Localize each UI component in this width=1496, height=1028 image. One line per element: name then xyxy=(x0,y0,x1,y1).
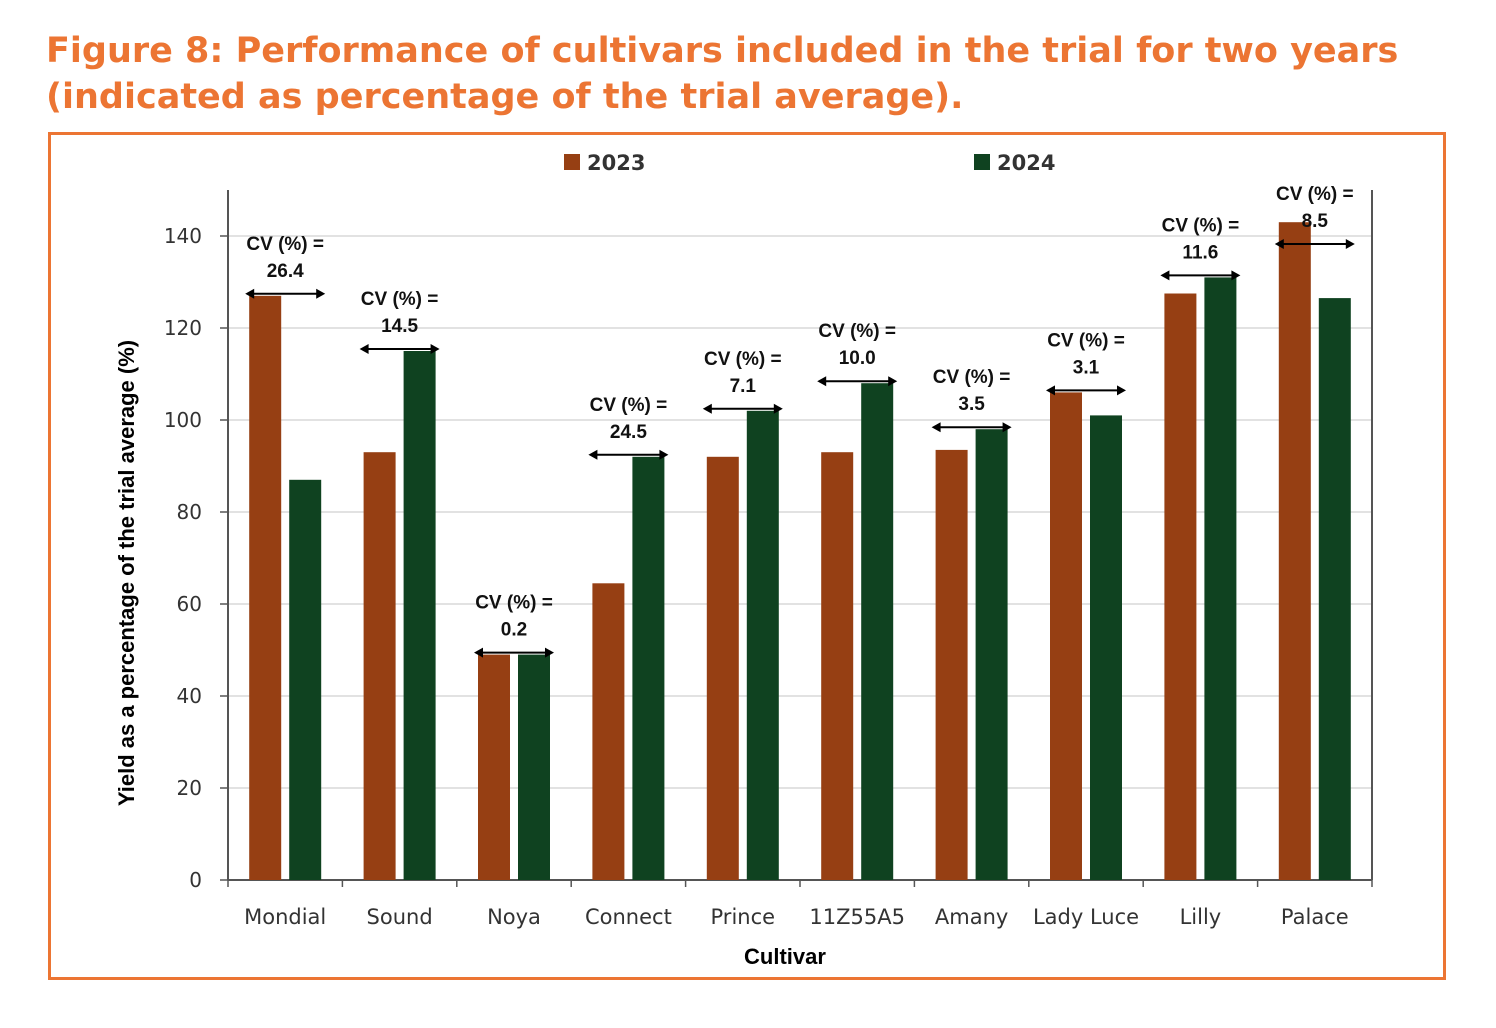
bar-2023-amany xyxy=(935,449,968,880)
cv-value: 24.5 xyxy=(610,422,647,443)
legend-label-2023: 2023 xyxy=(587,151,645,175)
x-category-label: Noya xyxy=(487,905,541,929)
bar-2023-lilly xyxy=(1164,293,1197,880)
cv-label: CV (%) = xyxy=(704,349,782,370)
x-category-label: Lilly xyxy=(1180,905,1222,929)
y-tick-label: 80 xyxy=(177,500,202,524)
cv-arrow-head-right xyxy=(1345,239,1355,249)
cv-value: 10.0 xyxy=(839,348,876,369)
cv-arrow-head-left xyxy=(702,403,712,414)
cv-arrow-head-right xyxy=(659,449,669,460)
bar-2024-palace xyxy=(1318,298,1351,881)
legend-swatch-2024 xyxy=(974,154,990,170)
y-tick-label: 60 xyxy=(177,592,202,616)
cv-arrow-head-right xyxy=(316,288,326,299)
bar-2024-mondial xyxy=(289,479,322,880)
bar-2024-lilly xyxy=(1204,277,1237,880)
y-tick-label: 120 xyxy=(164,316,202,340)
bar-2024-prince xyxy=(746,410,779,880)
legend-swatch-2023 xyxy=(564,154,580,170)
cv-value: 0.2 xyxy=(501,620,527,641)
cv-label: CV (%) = xyxy=(361,289,439,310)
bar-2023-sound xyxy=(363,452,396,880)
cv-value: 3.5 xyxy=(958,394,985,415)
bar-2023-connect xyxy=(592,583,625,880)
cv-arrow-head-left xyxy=(359,344,369,354)
legend-label-2024: 2024 xyxy=(997,151,1055,175)
bar-2024-lady-luce xyxy=(1090,415,1122,880)
x-category-label: Connect xyxy=(585,905,672,929)
figure-title-line-2: (indicated as percentage of the trial av… xyxy=(46,77,964,117)
cv-arrow-head-left xyxy=(1160,270,1170,281)
cv-label: CV (%) = xyxy=(933,367,1011,388)
figure-title: Figure 8: Performance of cultivars inclu… xyxy=(46,28,1466,120)
bar-2023-noya xyxy=(478,654,510,880)
cv-value: 14.5 xyxy=(381,316,418,337)
cv-arrow-head-left xyxy=(1274,239,1284,249)
cv-arrow-head-right xyxy=(1117,385,1126,396)
figure-title-line-1: Figure 8: Performance of cultivars inclu… xyxy=(46,31,1399,71)
bar-2024-amany xyxy=(975,429,1008,880)
cv-label: CV (%) = xyxy=(246,234,324,255)
x-category-label: 11Z55A5 xyxy=(809,905,905,929)
cv-label: CV (%) = xyxy=(590,395,668,416)
cv-value: 7.1 xyxy=(730,376,757,397)
cv-label: CV (%) = xyxy=(818,321,896,342)
bar-2023-11z55a5 xyxy=(821,452,854,880)
cv-value: 3.1 xyxy=(1073,357,1100,378)
bar-2023-mondial xyxy=(249,295,282,880)
cv-arrow-head-right xyxy=(545,647,554,658)
x-category-label: Amany xyxy=(935,905,1008,929)
bar-2023-prince xyxy=(706,456,739,880)
cv-arrow-head-left xyxy=(245,288,255,299)
cv-arrow-head-right xyxy=(430,344,440,354)
x-category-label: Sound xyxy=(367,905,433,929)
cv-arrow-head-right xyxy=(1002,422,1012,433)
cv-arrow-head-right xyxy=(773,403,783,414)
y-axis-title: Yield as a percentage of the trial avera… xyxy=(114,340,139,806)
y-tick-label: 140 xyxy=(164,224,202,248)
bar-2024-11z55a5 xyxy=(861,383,894,880)
chart-frame xyxy=(48,132,1446,980)
bar-2023-lady-luce xyxy=(1050,392,1082,880)
bar-2024-sound xyxy=(403,351,436,880)
cv-value: 8.5 xyxy=(1302,211,1329,232)
x-axis-title: Cultivar xyxy=(744,944,826,969)
cv-arrow-head-left xyxy=(931,422,941,433)
y-tick-label: 20 xyxy=(177,776,202,800)
x-category-label: Lady Luce xyxy=(1033,905,1139,929)
cv-arrow-head-left xyxy=(817,376,827,387)
cv-arrow-head-right xyxy=(888,376,898,387)
bar-2024-connect xyxy=(632,456,665,880)
cv-label: CV (%) = xyxy=(475,593,553,614)
x-category-label: Mondial xyxy=(244,905,326,929)
cv-label: CV (%) = xyxy=(1276,184,1354,205)
cv-value: 26.4 xyxy=(267,261,304,282)
y-tick-label: 100 xyxy=(164,408,202,432)
x-category-label: Palace xyxy=(1281,905,1349,929)
cv-value: 11.6 xyxy=(1182,242,1218,263)
bar-2023-palace xyxy=(1278,222,1311,880)
bar-2024-noya xyxy=(518,654,550,880)
cv-arrow-head-left xyxy=(474,647,483,658)
y-tick-label: 40 xyxy=(177,684,202,708)
cv-arrow-head-right xyxy=(1231,270,1241,281)
cv-arrow-head-left xyxy=(588,449,598,460)
cv-label: CV (%) = xyxy=(1047,330,1125,351)
cv-arrow-head-left xyxy=(1046,385,1055,396)
y-tick-label: 0 xyxy=(189,868,202,892)
x-category-label: Prince xyxy=(711,905,776,929)
cv-label: CV (%) = xyxy=(1162,215,1240,236)
